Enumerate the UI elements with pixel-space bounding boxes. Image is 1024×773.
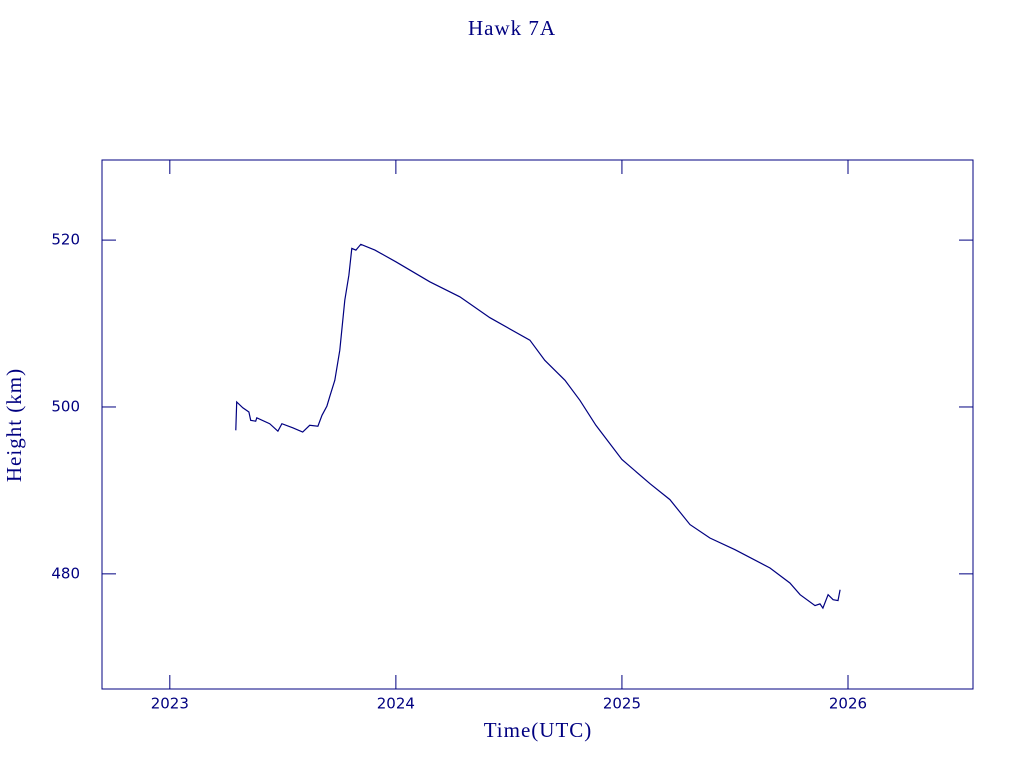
x-tick-label: 2024 xyxy=(377,695,415,713)
x-axis-label: Time(UTC) xyxy=(484,718,593,742)
y-tick-label: 500 xyxy=(51,397,80,415)
x-tick-label: 2025 xyxy=(603,695,641,713)
plot-frame xyxy=(101,159,974,690)
x-tick-label: 2026 xyxy=(829,695,867,713)
y-axis-label: Height (km) xyxy=(2,368,26,482)
x-tick-label: 2023 xyxy=(151,695,189,713)
chart-title: Hawk 7A xyxy=(468,16,556,40)
y-tick-label: 480 xyxy=(51,564,80,582)
data-line xyxy=(235,243,841,610)
y-tick-label: 520 xyxy=(51,231,80,249)
